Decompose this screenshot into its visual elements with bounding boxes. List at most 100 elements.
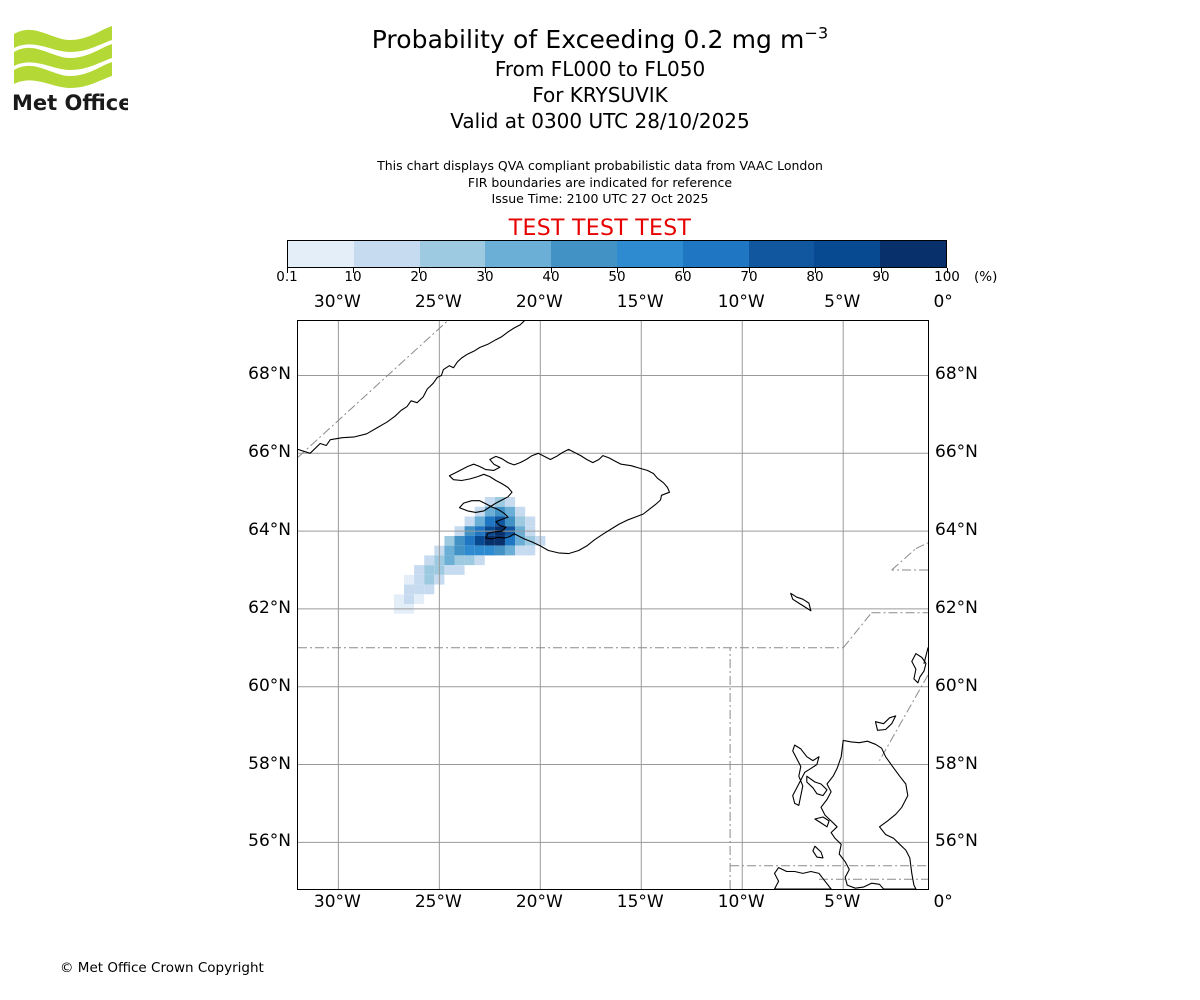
latitude-tick-label: 56°N	[935, 831, 978, 852]
copyright-footer: © Met Office Crown Copyright	[60, 960, 264, 976]
colorbar-band-0	[288, 241, 354, 267]
ash-probability-cell	[454, 555, 465, 566]
coastline-ireland_ni	[773, 867, 832, 889]
colorbar-band-1	[353, 241, 420, 267]
fir-boundaries	[298, 321, 928, 889]
ash-probability-cell	[504, 506, 516, 517]
ash-probability-cell	[444, 565, 455, 575]
colorbar-tick	[353, 268, 354, 273]
coastline-scotland	[820, 739, 917, 889]
coastline-islay	[812, 845, 824, 859]
ash-probability-cell	[525, 545, 536, 556]
latitude-tick-label: 64°N	[935, 520, 978, 541]
ash-probability-cell	[504, 497, 516, 507]
longitude-tick-label: 25°W	[414, 892, 462, 912]
ash-probability-cell	[474, 535, 485, 546]
page-title: Probability of Exceeding 0.2 mg m−3	[0, 24, 1200, 56]
fir-boundary-line	[298, 321, 448, 458]
coastline-faroe	[790, 592, 812, 612]
ash-probability-cell	[474, 545, 485, 556]
latitude-labels-left: 68°N 66°N 64°N 62°N 60°N 58°N 56°N	[225, 320, 291, 890]
ash-probability-cell	[515, 535, 526, 546]
coastline-shetland	[911, 653, 927, 684]
coastlines	[298, 321, 928, 889]
colorbar-tick-label: 100	[934, 269, 960, 285]
longitude-tick-label: 20°W	[515, 292, 563, 312]
colorbar-band-3	[485, 241, 552, 267]
probability-colorbar	[287, 240, 947, 268]
chart-notes-block: This chart displays QVA compliant probab…	[0, 158, 1200, 244]
colorbar-tick-label: 10	[344, 269, 362, 285]
colorbar-tick-label: 40	[542, 269, 560, 285]
colorbar-tick-label: 90	[872, 269, 890, 285]
colorbar-tick-label: 30	[476, 269, 494, 285]
ash-probability-cell	[515, 545, 526, 556]
colorbar-band-6	[682, 241, 749, 267]
colorbar-gradient	[287, 240, 947, 268]
colorbar-tick-label: 60	[674, 269, 692, 285]
ash-probability-cell	[494, 506, 505, 517]
longitude-tick-label: 5°W	[824, 892, 861, 912]
ash-probability-cell	[484, 506, 495, 517]
longitude-labels-bottom: 30°W 25°W 20°W 15°W 10°W 5°W 0°	[297, 892, 953, 914]
ash-probability-cell	[494, 497, 505, 507]
longitude-tick-label: 15°W	[616, 292, 664, 312]
latitude-tick-label: 62°N	[248, 597, 291, 618]
ash-probability-cell	[424, 584, 435, 595]
coastline-mull	[814, 816, 830, 828]
ash-probability-cell	[515, 516, 526, 527]
ash-probability-cell	[454, 545, 465, 556]
ash-probability-cell	[494, 545, 505, 556]
colorbar-tick-labels: 0.1 10 20 30 40 50 60 70 80 90 100	[276, 269, 960, 289]
title-main-text: Probability of Exceeding 0.2 mg m	[371, 25, 805, 54]
ash-probability-cell	[474, 555, 485, 566]
ash-probability-cell	[484, 497, 495, 507]
ash-probability-field	[393, 497, 546, 614]
ash-probability-cell	[444, 545, 455, 556]
colorbar-tick-label: 70	[740, 269, 758, 285]
ash-probability-cell	[464, 555, 475, 566]
ash-probability-cell	[444, 555, 455, 566]
colorbar-tick	[815, 268, 816, 273]
colorbar-tick	[881, 268, 882, 273]
colorbar-tick	[617, 268, 618, 273]
latitude-tick-label: 64°N	[248, 520, 291, 541]
latitude-tick-label: 66°N	[935, 442, 978, 463]
latitude-tick-label: 58°N	[935, 753, 978, 774]
ash-probability-cell	[494, 516, 505, 527]
note-issue-time: Issue Time: 2100 UTC 27 Oct 2025	[491, 191, 709, 206]
longitude-tick-label: 20°W	[515, 892, 563, 912]
fir-boundary-line	[879, 674, 928, 761]
ash-probability-cell	[414, 584, 425, 595]
coastline-skye	[806, 775, 828, 797]
ash-probability-cell	[515, 506, 526, 517]
colorbar-tick	[749, 268, 750, 273]
colorbar-band-8	[814, 241, 881, 267]
longitude-tick-label: 10°W	[717, 292, 765, 312]
fir-boundary-line	[842, 612, 872, 649]
colorbar-tick-label: 80	[806, 269, 824, 285]
colorbar-tick	[683, 268, 684, 273]
colorbar-tick	[551, 268, 552, 273]
ash-probability-cell	[414, 565, 425, 575]
note-fir: FIR boundaries are indicated for referen…	[467, 174, 733, 190]
title-exponent: −3	[804, 23, 829, 43]
coastline-norway_sw	[923, 647, 928, 664]
longitude-tick-label: 0°	[933, 892, 953, 912]
latitude-tick-label: 60°N	[248, 675, 291, 696]
ash-probability-cell	[454, 535, 465, 546]
colorbar-ticks	[287, 268, 948, 278]
met-office-logo: Met Office	[8, 18, 128, 116]
coastline-orkney	[874, 715, 897, 731]
coastline-outer_hebrides	[792, 744, 820, 806]
ash-probability-cell	[464, 545, 475, 556]
latitude-tick-label: 66°N	[248, 442, 291, 463]
colorbar-tick-label: 0.1	[276, 269, 298, 285]
latitude-tick-label: 58°N	[248, 753, 291, 774]
longitude-tick-label: 10°W	[717, 892, 765, 912]
title-valid-time: Valid at 0300 UTC 28/10/2025	[450, 109, 750, 133]
colorbar-band-9	[880, 241, 946, 267]
ash-probability-cell	[494, 535, 505, 546]
coastline-greenland	[298, 321, 525, 454]
latitude-tick-label: 62°N	[935, 597, 978, 618]
